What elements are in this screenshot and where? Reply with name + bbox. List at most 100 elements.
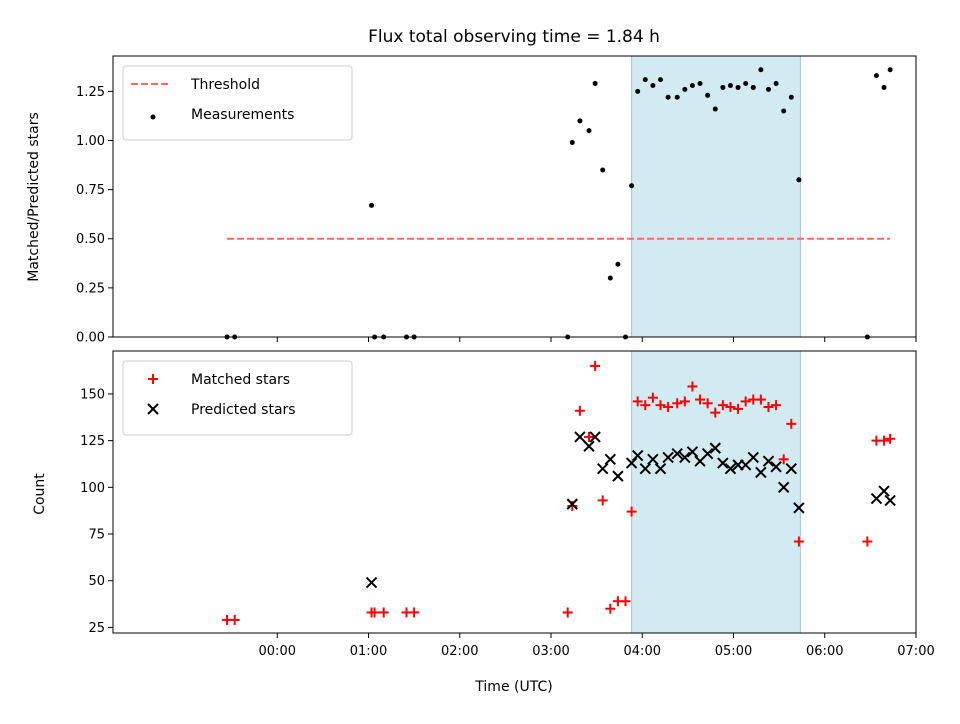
series-predicted-stars <box>365 431 896 589</box>
data-point-1-20 <box>717 457 729 469</box>
data-point-1-21 <box>724 462 737 475</box>
data-point-1-12 <box>654 462 667 475</box>
data-point-0-23 <box>679 396 690 407</box>
axes-frame <box>112 350 917 634</box>
data-point-0-42 <box>887 67 893 73</box>
data-point-0-8 <box>567 501 578 512</box>
data-point-1-24-b <box>747 451 759 464</box>
data-point-1-29 <box>785 462 797 475</box>
data-point-0-26 <box>702 398 713 409</box>
data-point-0-25 <box>697 81 703 87</box>
data-point-0-30 <box>735 84 741 90</box>
x-axis-label: Time (UTC) <box>474 679 552 695</box>
data-point-0-16 <box>626 506 637 517</box>
data-point-0-10 <box>586 128 592 134</box>
data-point-1-9 <box>631 449 644 462</box>
data-point-0-27 <box>710 407 721 418</box>
data-point-0-37 <box>786 418 797 429</box>
x-tick-label-5: 05:00 <box>715 644 752 659</box>
data-point-0-24 <box>687 381 698 392</box>
axes-frame <box>112 55 917 338</box>
data-point-0-23 <box>682 86 688 92</box>
data-point-1-11-b <box>647 453 659 466</box>
x-tick-label-3: 03:00 <box>532 644 569 659</box>
data-point-0-41 <box>879 435 890 446</box>
series-matched-stars <box>222 360 896 625</box>
data-point-1-15 <box>679 451 691 464</box>
data-point-1-25 <box>755 466 767 479</box>
data-point-0-37 <box>788 94 794 100</box>
y-tick-label-2: 0.50 <box>76 232 105 247</box>
data-point-0-41 <box>881 84 887 90</box>
data-point-0-21 <box>663 402 674 413</box>
data-point-0-33 <box>755 394 766 405</box>
x-tick-label-7: 07:00 <box>897 644 934 659</box>
data-point-0-22 <box>674 94 680 100</box>
data-point-0-28 <box>720 84 726 90</box>
data-point-1-0-b <box>365 576 378 589</box>
data-point-0-32 <box>750 84 756 90</box>
data-point-1-14-b <box>671 448 683 460</box>
data-point-0-7 <box>562 607 573 618</box>
data-point-1-33-b <box>884 494 896 507</box>
data-point-1-3 <box>583 440 595 452</box>
data-point-0-14 <box>615 261 621 267</box>
data-point-0-39 <box>862 536 873 547</box>
data-point-1-6-b <box>604 453 617 466</box>
data-point-0-17 <box>635 88 641 94</box>
data-point-0-40 <box>873 73 879 79</box>
data-point-0-34 <box>763 402 774 413</box>
data-point-0-13 <box>607 275 613 281</box>
y-tick-label-1: 50 <box>88 574 105 589</box>
data-point-0-9 <box>574 405 585 416</box>
y-tick-label-3: 0.75 <box>76 183 105 198</box>
data-point-1-10-b <box>639 462 651 475</box>
data-point-1-33 <box>884 494 896 507</box>
data-point-0-35 <box>771 400 782 411</box>
y-tick-label-2: 75 <box>88 528 105 543</box>
y-tick-label-5: 150 <box>80 387 105 402</box>
data-point-0-19 <box>650 82 656 88</box>
data-point-0-15 <box>620 596 631 607</box>
legend-marker-1-b <box>147 403 159 415</box>
legend-marker-1 <box>150 114 156 120</box>
data-point-1-28 <box>777 481 790 494</box>
legend-marker-0 <box>148 374 158 384</box>
x-tick-label-2: 02:00 <box>441 644 478 659</box>
data-point-1-18 <box>701 448 714 460</box>
y-tick-label-0: 0.00 <box>76 331 105 346</box>
data-point-0-1 <box>229 614 240 625</box>
data-point-0-12 <box>600 167 606 173</box>
data-point-1-7-b <box>612 470 624 482</box>
data-point-1-30 <box>793 502 805 514</box>
data-point-1-18-b <box>701 448 714 460</box>
data-point-0-33 <box>758 67 764 73</box>
data-point-0-9 <box>577 118 583 124</box>
data-point-0-36 <box>781 108 787 114</box>
data-point-1-4-b <box>589 431 601 443</box>
data-point-1-20-b <box>717 457 729 469</box>
y-tick-label-1: 0.25 <box>76 281 105 296</box>
data-point-0-3 <box>369 607 380 618</box>
data-point-0-12 <box>597 495 608 506</box>
data-point-1-13 <box>662 451 674 464</box>
data-point-0-18 <box>642 77 648 83</box>
legend: Threshold Measurements <box>122 65 353 141</box>
data-point-0-34 <box>765 86 771 92</box>
data-point-0-28 <box>717 400 728 411</box>
highlight-span <box>631 55 801 338</box>
data-point-1-2-b <box>574 431 586 443</box>
data-point-0-22 <box>672 398 683 409</box>
data-point-1-7 <box>612 470 624 482</box>
data-point-0-31 <box>743 81 749 87</box>
data-point-0-6 <box>409 607 420 618</box>
data-point-1-15-b <box>679 451 691 464</box>
data-point-1-10 <box>639 462 651 475</box>
bottom-y-axis-label: Count <box>32 473 48 515</box>
data-point-0-25 <box>695 394 706 405</box>
data-point-1-12-b <box>654 462 667 475</box>
y-tick-label-0: 25 <box>88 621 105 636</box>
data-point-1-14 <box>671 448 683 460</box>
legend-marker-1 <box>147 403 159 415</box>
data-point-1-16 <box>686 446 699 458</box>
